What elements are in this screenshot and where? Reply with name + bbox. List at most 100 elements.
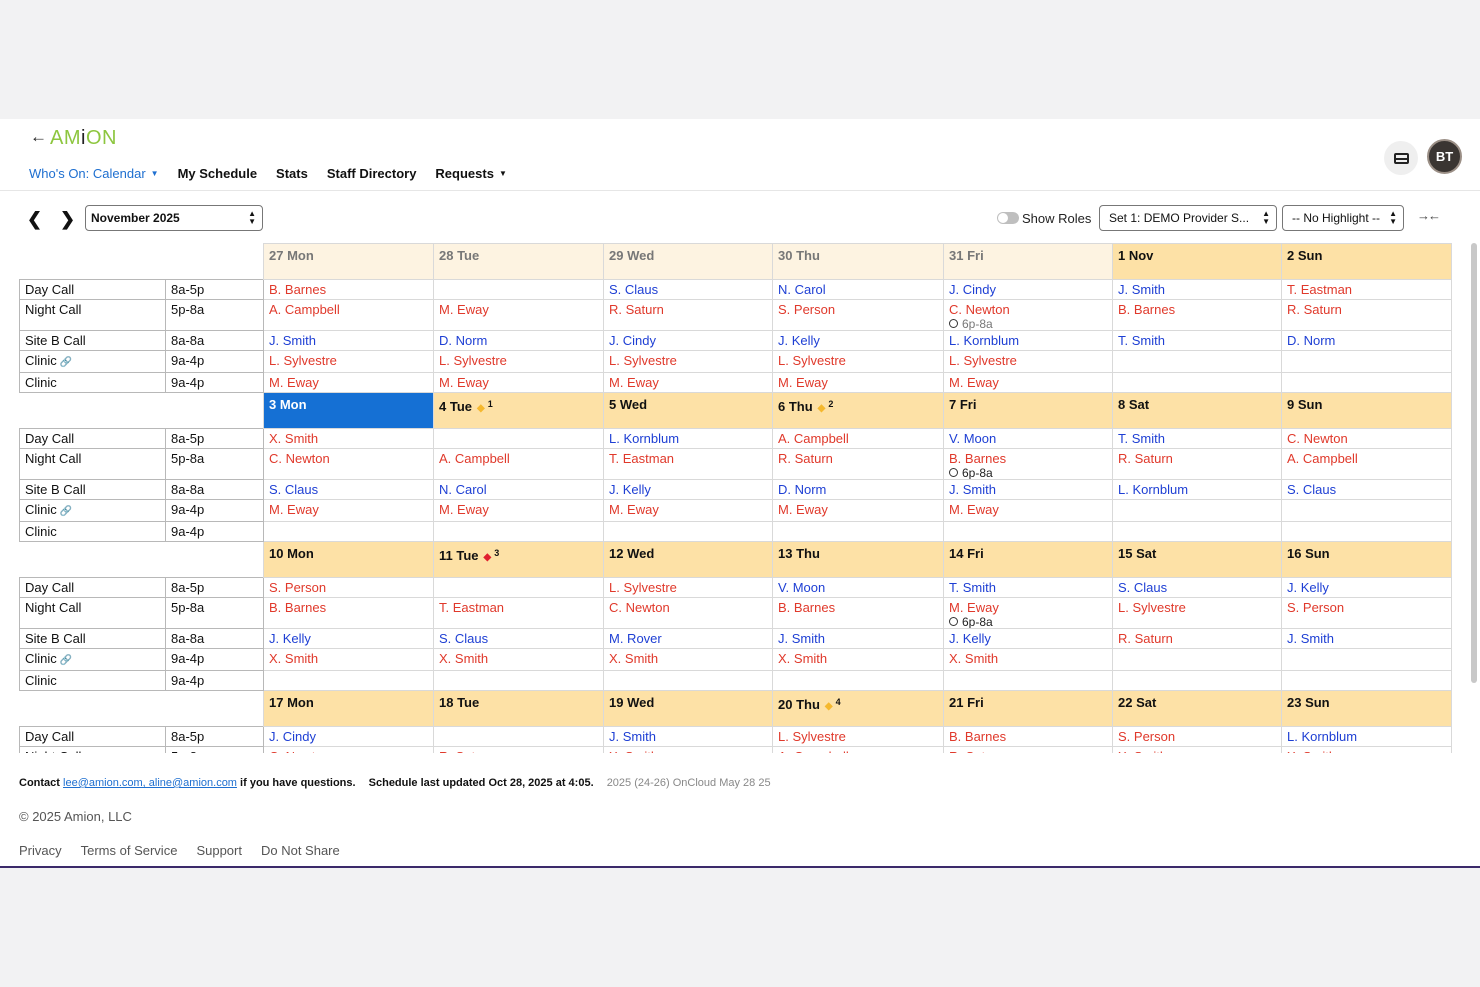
schedule-cell[interactable]: L. Sylvestre bbox=[263, 350, 434, 373]
schedule-cell[interactable]: S. Person bbox=[1112, 726, 1282, 747]
date-header[interactable]: 6 Thu ◆ 2 bbox=[772, 392, 944, 429]
schedule-cell[interactable] bbox=[1281, 521, 1452, 542]
terms-link[interactable]: Terms of Service bbox=[80, 843, 178, 858]
schedule-cell[interactable]: X. Smith bbox=[1112, 746, 1282, 753]
shift-label[interactable]: Clinic bbox=[19, 521, 166, 542]
schedule-cell[interactable] bbox=[1112, 499, 1282, 522]
provider-name[interactable]: T. Smith bbox=[949, 580, 996, 595]
schedule-cell[interactable]: N. Carol bbox=[433, 479, 604, 500]
collapse-icon[interactable]: →← bbox=[1417, 208, 1441, 223]
provider-name[interactable]: J. Smith bbox=[1118, 282, 1165, 297]
schedule-cell[interactable]: X. Smith bbox=[603, 648, 773, 671]
avatar[interactable]: BT bbox=[1427, 139, 1462, 174]
provider-name[interactable]: N. Carol bbox=[439, 482, 487, 497]
schedule-cell[interactable] bbox=[433, 726, 604, 747]
schedule-cell[interactable]: T. Eastman bbox=[1281, 279, 1452, 300]
schedule-cell[interactable]: D. Norm bbox=[433, 330, 604, 351]
provider-name[interactable]: R. Saturn bbox=[609, 302, 664, 317]
schedule-cell[interactable]: J. Cindy bbox=[603, 330, 773, 351]
provider-name[interactable]: L. Sylvestre bbox=[269, 353, 337, 368]
schedule-cell[interactable]: B. Barnes bbox=[943, 726, 1113, 747]
shift-label[interactable]: Day Call bbox=[19, 577, 166, 598]
date-header[interactable]: 30 Thu bbox=[772, 243, 944, 280]
schedule-cell[interactable]: L. Kornblum bbox=[1112, 479, 1282, 500]
schedule-cell[interactable]: T. Eastman bbox=[603, 448, 773, 480]
shift-label[interactable]: Night Call bbox=[19, 746, 166, 753]
schedule-cell[interactable] bbox=[943, 521, 1113, 542]
provider-name[interactable]: M. Eway bbox=[439, 302, 489, 317]
date-header[interactable]: 3 Mon bbox=[263, 392, 434, 429]
schedule-cell[interactable] bbox=[433, 670, 604, 691]
provider-name[interactable]: X. Smith bbox=[609, 749, 658, 753]
diamond-icon[interactable]: ◆ bbox=[824, 701, 833, 712]
provider-name[interactable]: R. Saturn bbox=[949, 749, 1004, 753]
provider-name[interactable]: L. Sylvestre bbox=[439, 353, 507, 368]
provider-name[interactable]: C. Newton bbox=[269, 451, 330, 466]
privacy-link[interactable]: Privacy bbox=[19, 843, 62, 858]
provider-name[interactable]: S. Person bbox=[1287, 600, 1345, 615]
schedule-cell[interactable] bbox=[1112, 670, 1282, 691]
schedule-cell[interactable]: A. Campbell bbox=[1281, 448, 1452, 480]
schedule-cell[interactable]: S. Person bbox=[1281, 597, 1452, 629]
schedule-cell[interactable]: C. Newton bbox=[603, 597, 773, 629]
shift-label[interactable]: Clinic 🔗 bbox=[19, 350, 166, 373]
schedule-cell[interactable]: X. Smith bbox=[263, 648, 434, 671]
schedule-cell[interactable]: S. Claus bbox=[263, 479, 434, 500]
schedule-cell[interactable]: C. Newton bbox=[1281, 428, 1452, 449]
diamond-icon[interactable]: ◆ bbox=[817, 403, 826, 414]
schedule-cell[interactable]: A. Campbell bbox=[772, 746, 944, 753]
provider-name[interactable]: T. Eastman bbox=[439, 600, 505, 615]
provider-name[interactable]: L. Kornblum bbox=[1287, 729, 1358, 744]
provider-name[interactable]: S. Claus bbox=[1118, 580, 1168, 595]
schedule-cell[interactable]: J. Smith bbox=[1112, 279, 1282, 300]
provider-name[interactable]: J. Cindy bbox=[269, 729, 316, 744]
nav-staff-directory[interactable]: Staff Directory bbox=[326, 166, 417, 181]
schedule-cell[interactable] bbox=[1281, 350, 1452, 373]
schedule-cell[interactable]: J. Cindy bbox=[263, 726, 434, 747]
provider-name[interactable]: M. Eway bbox=[949, 502, 999, 517]
provider-name[interactable]: M. Eway bbox=[949, 600, 999, 615]
provider-name[interactable]: J. Smith bbox=[949, 482, 996, 497]
schedule-cell[interactable]: X. Smith bbox=[433, 648, 604, 671]
shift-label[interactable]: Clinic bbox=[19, 670, 166, 691]
schedule-cell[interactable]: L. Kornblum bbox=[1281, 726, 1452, 747]
schedule-cell[interactable]: S. Person bbox=[772, 299, 944, 331]
schedule-cell[interactable]: B. Barnes bbox=[263, 597, 434, 629]
shift-label[interactable]: Day Call bbox=[19, 726, 166, 747]
schedule-cell[interactable]: C. Newton bbox=[263, 746, 434, 753]
shift-label[interactable]: Night Call bbox=[19, 448, 166, 480]
provider-name[interactable]: R. Saturn bbox=[1118, 631, 1173, 646]
provider-name[interactable]: B. Barnes bbox=[949, 729, 1007, 744]
provider-name[interactable]: X. Smith bbox=[269, 651, 319, 666]
schedule-cell[interactable]: R. Saturn bbox=[772, 448, 944, 480]
provider-name[interactable]: A. Campbell bbox=[778, 431, 849, 446]
provider-name[interactable]: J. Kelly bbox=[778, 333, 820, 348]
schedule-cell[interactable]: B. Barnes bbox=[772, 597, 944, 629]
shift-label[interactable]: Site B Call bbox=[19, 330, 166, 351]
schedule-cell[interactable]: X. Smith bbox=[772, 648, 944, 671]
schedule-cell[interactable] bbox=[772, 670, 944, 691]
date-header[interactable]: 7 Fri bbox=[943, 392, 1113, 429]
provider-name[interactable]: X. Smith bbox=[1118, 749, 1167, 753]
schedule-cell[interactable]: R. Saturn bbox=[433, 746, 604, 753]
schedule-cell[interactable]: J. Kelly bbox=[943, 628, 1113, 649]
date-header[interactable]: 2 Sun bbox=[1281, 243, 1452, 280]
provider-name[interactable]: J. Cindy bbox=[609, 333, 656, 348]
provider-name[interactable]: X. Smith bbox=[949, 651, 999, 666]
provider-name[interactable]: C. Newton bbox=[609, 600, 670, 615]
schedule-cell[interactable]: J. Smith bbox=[772, 628, 944, 649]
shift-label[interactable]: Clinic 🔗 bbox=[19, 648, 166, 671]
shift-label[interactable]: Night Call bbox=[19, 597, 166, 629]
schedule-cell[interactable]: T. Smith bbox=[1112, 330, 1282, 351]
provider-name[interactable]: L. Kornblum bbox=[1118, 482, 1189, 497]
schedule-cell[interactable] bbox=[1281, 670, 1452, 691]
date-header[interactable]: 18 Tue bbox=[433, 690, 604, 727]
schedule-cell[interactable]: D. Norm bbox=[1281, 330, 1452, 351]
back-arrow-icon[interactable]: ← bbox=[30, 127, 47, 146]
provider-name[interactable]: J. Smith bbox=[609, 729, 656, 744]
date-header[interactable]: 29 Wed bbox=[603, 243, 773, 280]
schedule-cell[interactable]: R. Saturn bbox=[943, 746, 1113, 753]
schedule-cell[interactable]: J. Smith bbox=[263, 330, 434, 351]
diamond-icon[interactable]: ◆ bbox=[483, 552, 492, 563]
provider-name[interactable]: X. Smith bbox=[609, 651, 659, 666]
